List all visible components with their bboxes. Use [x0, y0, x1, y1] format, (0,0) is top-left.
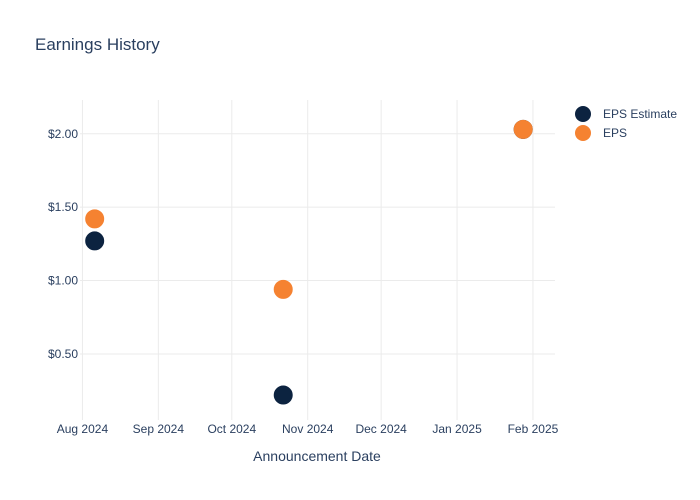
legend-label: EPS [603, 126, 627, 140]
legend-item[interactable]: EPS Estimate [575, 106, 677, 122]
y-axis-ticks: $0.50 $1.00 $1.50 $2.00 [48, 127, 78, 361]
legend[interactable]: EPS Estimate EPS [575, 106, 677, 141]
y-tick-label: $1.00 [48, 274, 78, 288]
x-tick-label: Jan 2025 [432, 422, 482, 436]
eps-point[interactable] [513, 119, 533, 139]
x-axis-title: Announcement Date [253, 448, 381, 464]
x-tick-label: Feb 2025 [508, 422, 559, 436]
eps-point[interactable] [273, 279, 293, 299]
y-tick-label: $1.50 [48, 200, 78, 214]
x-axis-ticks: Aug 2024 Sep 2024 Oct 2024 Nov 2024 Dec 2024… [57, 422, 559, 436]
eps-estimate-point[interactable] [85, 231, 105, 251]
eps-point[interactable] [85, 209, 105, 229]
y-tick-label: $0.50 [48, 347, 78, 361]
data-points [85, 119, 533, 405]
x-tick-label: Dec 2024 [355, 422, 407, 436]
x-tick-label: Oct 2024 [207, 422, 256, 436]
eps-estimate-point[interactable] [273, 385, 293, 405]
legend-marker [575, 125, 591, 141]
legend-item[interactable]: EPS [575, 125, 627, 141]
x-tick-label: Nov 2024 [282, 422, 334, 436]
legend-marker [575, 106, 591, 122]
x-tick-label: Sep 2024 [133, 422, 185, 436]
chart-title: Earnings History [35, 35, 160, 54]
legend-label: EPS Estimate [603, 107, 677, 121]
x-tick-label: Aug 2024 [57, 422, 109, 436]
gridlines [80, 100, 555, 420]
y-tick-label: $2.00 [48, 127, 78, 141]
